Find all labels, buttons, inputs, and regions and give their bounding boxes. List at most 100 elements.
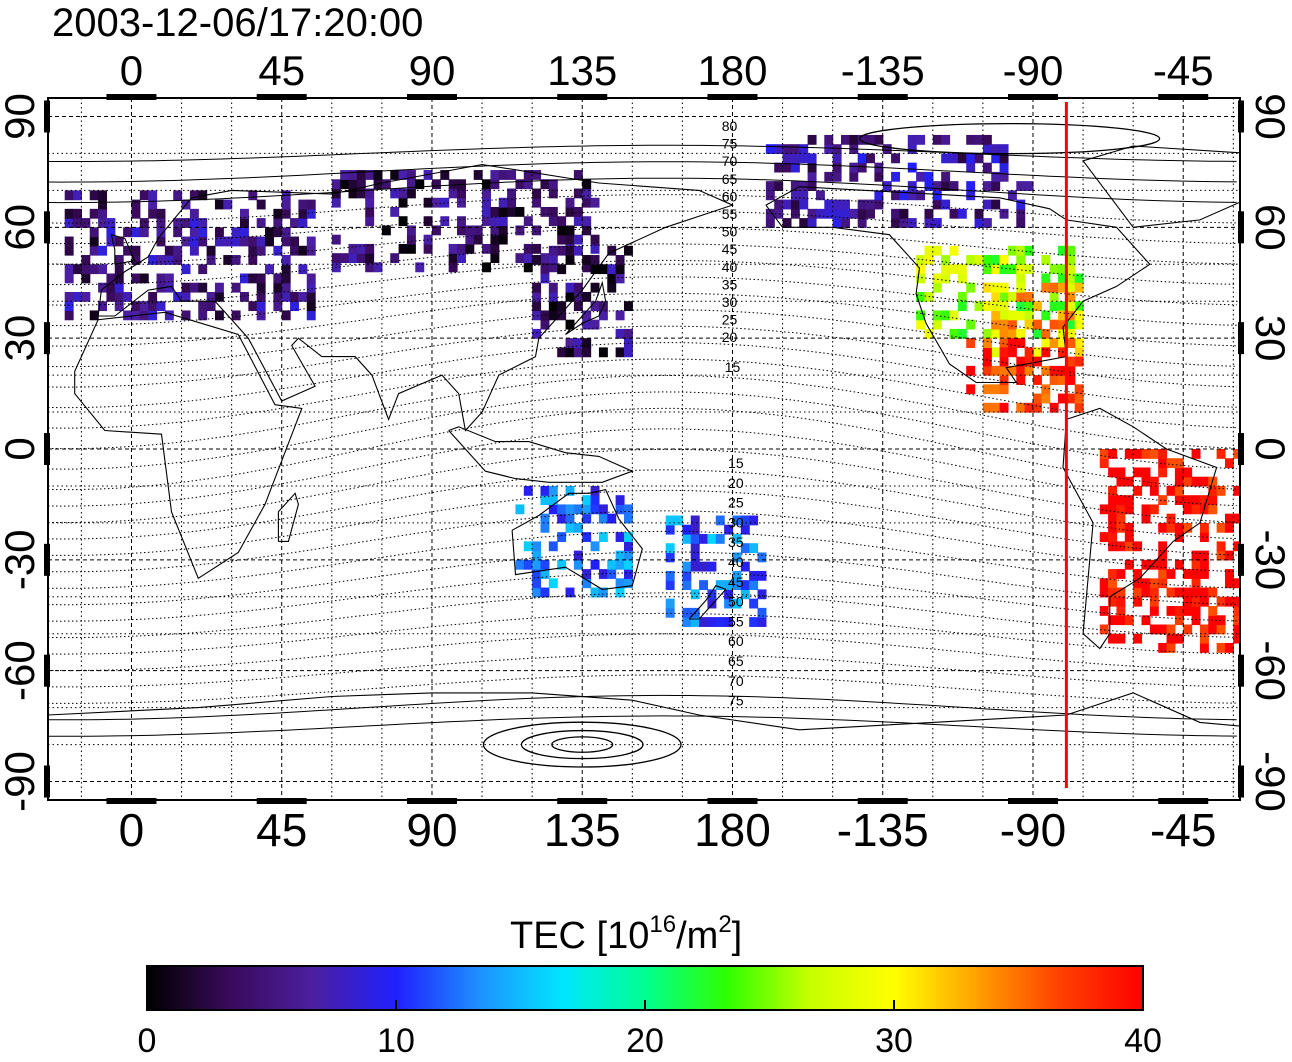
tec-cell (907, 162, 917, 173)
tec-cell (774, 181, 784, 191)
tec-cell (356, 179, 366, 190)
tec-cell (999, 328, 1009, 339)
tec-cell (1199, 642, 1209, 653)
contour-label: 70 (728, 673, 744, 689)
colorbar-title-exponent2: 2 (718, 911, 731, 938)
tec-cell (724, 580, 734, 590)
tec-cell (1233, 485, 1240, 496)
tec-cell (557, 532, 567, 542)
tec-cell (1158, 642, 1168, 653)
tec-cell (256, 273, 266, 284)
tec-cell (114, 301, 124, 312)
contour-label: 65 (722, 171, 738, 187)
tec-cell (1133, 541, 1143, 552)
tec-cell (1041, 255, 1051, 265)
tec-cell (941, 310, 951, 321)
tec-cell (1016, 264, 1026, 275)
tec-cell (1174, 633, 1184, 644)
tec-cell (590, 495, 600, 506)
tec-cell (957, 291, 967, 302)
tec-cell (565, 282, 575, 293)
tec-cell (623, 347, 633, 358)
tec-cell (1108, 495, 1118, 506)
tec-cell (1099, 504, 1109, 515)
tec-cell (1066, 375, 1076, 385)
coastline (565, 280, 607, 335)
tec-cell (941, 273, 951, 284)
tec-cell (106, 218, 116, 228)
tec-cell (832, 218, 842, 228)
tec-cell (348, 179, 358, 190)
tec-cell (790, 208, 800, 219)
tec-cell (991, 153, 1001, 164)
tec-cell (774, 144, 784, 155)
tec-cell (548, 495, 558, 506)
tec-cell (1141, 513, 1151, 524)
tec-cell (398, 188, 408, 199)
tec-cell (1024, 301, 1034, 312)
tec-cell (515, 179, 525, 190)
tec-cell (749, 617, 759, 627)
tec-cell (206, 291, 216, 302)
tec-cell (1049, 375, 1059, 385)
tec-cell (991, 301, 1001, 312)
tec-cell (1116, 633, 1126, 644)
tec-cell (941, 255, 951, 265)
tec-cell (832, 199, 842, 210)
tec-cell (106, 282, 116, 293)
tec-cell (365, 188, 375, 199)
coastline (765, 186, 1151, 384)
tec-cell (1007, 319, 1017, 330)
contour-labels: 8075706560555045403530252015152025303540… (722, 118, 744, 709)
tec-cell (1058, 319, 1067, 330)
tec-cell (415, 262, 425, 273)
tec-cell (306, 310, 316, 321)
tec-cell (1016, 245, 1026, 256)
bottom-lon-label: 45 (256, 804, 307, 856)
tec-cell (623, 532, 633, 542)
tec-cell (999, 162, 1009, 173)
coastline (74, 311, 303, 580)
tec-cell (957, 153, 967, 164)
tec-cell (306, 291, 316, 302)
tec-cell (807, 153, 817, 164)
tec-cell (148, 199, 158, 210)
tec-cell (465, 234, 475, 245)
tec-cell (1066, 338, 1076, 348)
frame-tick-bottom (106, 798, 157, 804)
tec-cell (214, 282, 224, 293)
tec-cell (590, 282, 600, 293)
tec-cell (707, 561, 717, 572)
tec-cell (849, 134, 859, 145)
colorbar-tick-label: 0 (138, 1022, 157, 1057)
tec-cell (999, 347, 1009, 358)
tec-cell (1016, 365, 1026, 376)
tec-cell (1108, 615, 1118, 626)
tec-cell (181, 236, 191, 247)
coastline (277, 492, 299, 542)
tec-cell (540, 587, 550, 598)
tec-cell (73, 190, 82, 201)
tec-cell (1149, 485, 1159, 496)
frame-tick-top (857, 94, 908, 100)
tec-cell (598, 513, 608, 524)
tec-cell (540, 319, 550, 330)
tec-cell (164, 245, 174, 256)
tec-cell (390, 206, 400, 217)
tec-cell (623, 541, 633, 552)
tec-cell (1233, 578, 1240, 589)
tec-cell (932, 181, 942, 191)
tec-cell (1041, 338, 1051, 348)
frame-tick-right (1238, 654, 1244, 687)
tec-cell (231, 282, 241, 293)
tec-cell (690, 552, 700, 563)
tec-cell (1233, 449, 1240, 459)
tec-cell (348, 170, 358, 180)
contour-label: 60 (722, 188, 738, 204)
contour-label: 45 (728, 574, 744, 590)
tec-cell (482, 188, 492, 199)
tec-cell (515, 225, 525, 236)
tec-cell (765, 218, 775, 228)
tec-cell (982, 338, 992, 348)
frame-tick-right (1238, 543, 1244, 576)
